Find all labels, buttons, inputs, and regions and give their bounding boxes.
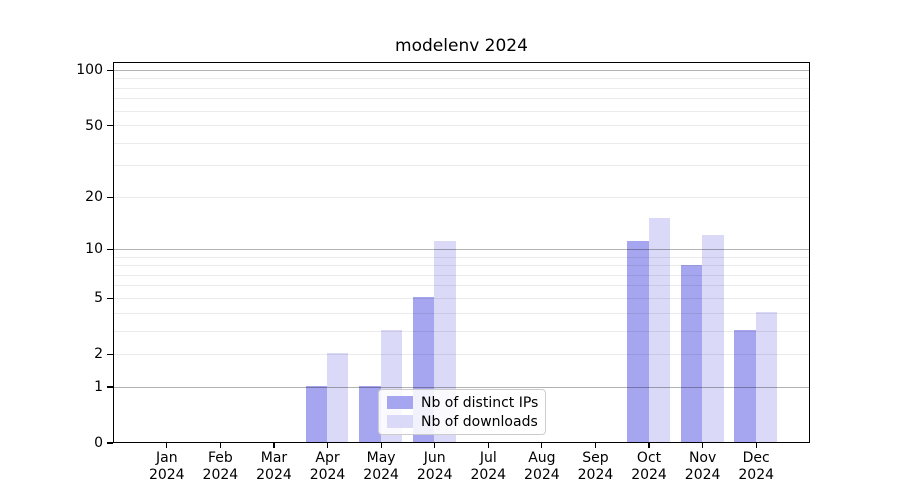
chart-title: modelenv 2024 [395,36,528,56]
gridline-minor [114,196,809,198]
x-tick-year: 2024 [148,467,185,483]
x-tick-label: Jul 2024 [460,450,516,484]
x-tick-month: Nov [688,450,717,466]
y-tick-label: 100 [76,62,103,79]
gridline-minor [114,110,809,112]
legend-label-downloads: Nb of downloads [421,413,538,430]
y-tick-mark [107,248,113,250]
x-tick-year: 2024 [524,467,560,483]
y-tick-label: 10 [85,241,103,258]
x-tick-month: Jul [479,450,497,466]
y-tick-mark [107,353,113,355]
x-tick-year: 2024 [256,467,292,483]
x-tick-month: Jan [155,450,178,466]
x-tick-label: Sep 2024 [567,450,623,484]
x-tick-mark [326,443,329,448]
bar-distinct-ips-dec [734,330,756,442]
x-tick-label: Oct 2024 [621,450,677,484]
x-tick-label: Jan 2024 [139,450,195,484]
y-tick-label: 1 [94,379,103,396]
gridline-minor [114,87,809,89]
y-tick-mark [107,124,113,127]
x-tick-month: May [366,450,396,466]
legend-item-distinct-ips: Nb of distinct IPs [387,394,539,411]
x-tick-year: 2024 [631,467,667,483]
x-tick-label: Apr 2024 [300,450,356,484]
x-tick-label: Dec 2024 [728,450,784,484]
x-tick-mark [434,443,436,448]
gridline-minor [114,98,809,100]
x-tick-mark [273,443,275,448]
bar-distinct-ips-oct [627,241,649,442]
x-tick-mark [755,443,757,448]
legend-label-distinct-ips: Nb of distinct IPs [421,394,539,411]
x-tick-label: Aug 2024 [514,450,570,484]
x-tick-year: 2024 [738,467,775,483]
y-tick-mark [107,386,113,388]
x-tick-month: Feb [207,450,233,466]
x-tick-month: Sep [582,450,609,466]
y-tick-mark [107,196,113,198]
x-tick-label: Mar 2024 [246,450,302,484]
x-tick-mark [380,443,382,448]
x-tick-month: Dec [742,450,770,466]
x-tick-year: 2024 [416,467,453,483]
legend: Nb of distinct IPs Nb of downloads [378,389,546,435]
legend-swatch-distinct-ips [387,396,413,409]
x-tick-year: 2024 [202,467,239,483]
y-tick-label: 20 [85,189,103,206]
bar-distinct-ips-may [359,386,381,442]
x-tick-month: Aug [528,450,556,466]
legend-item-downloads: Nb of downloads [387,413,538,430]
bar-distinct-ips-apr [305,386,328,442]
x-tick-mark [219,443,221,448]
gridline-minor [114,78,809,80]
gridline-minor [114,142,809,144]
x-tick-month: Jun [423,450,446,466]
x-tick-label: Jun 2024 [407,450,463,484]
x-tick-label: May 2024 [353,450,409,484]
x-tick-year: 2024 [684,467,721,483]
x-tick-mark [166,443,168,448]
x-tick-month: Mar [260,450,288,466]
x-tick-year: 2024 [577,467,614,483]
gridline-minor [114,165,809,167]
x-tick-mark [702,443,704,448]
x-tick-mark [648,443,650,448]
bar-downloads-apr [327,353,349,442]
y-tick-label: 2 [94,346,103,363]
bar-distinct-ips-nov [680,264,703,442]
x-tick-month: Apr [315,450,340,466]
plot-area: Nb of distinct IPs Nb of downloads [113,62,810,443]
gridline-major [114,69,809,71]
y-tick-label: 5 [94,290,103,307]
x-tick-year: 2024 [470,467,507,483]
x-tick-year: 2024 [363,467,399,483]
bar-downloads-oct [648,218,670,442]
x-tick-month: Oct [636,450,662,466]
y-tick-mark [107,442,113,444]
bar-downloads-nov [702,234,724,442]
y-tick-label: 0 [94,435,103,451]
x-tick-mark [541,443,543,448]
gridline-minor [114,125,809,127]
y-tick-label: 50 [85,117,103,134]
x-tick-mark [487,443,489,448]
bar-downloads-dec [755,312,778,442]
y-tick-mark [107,297,113,299]
y-tick-mark [107,69,113,71]
x-tick-label: Nov 2024 [675,450,731,484]
x-tick-year: 2024 [309,467,346,483]
x-tick-label: Feb 2024 [192,450,248,484]
legend-swatch-downloads [387,415,413,428]
x-tick-mark [594,443,597,448]
